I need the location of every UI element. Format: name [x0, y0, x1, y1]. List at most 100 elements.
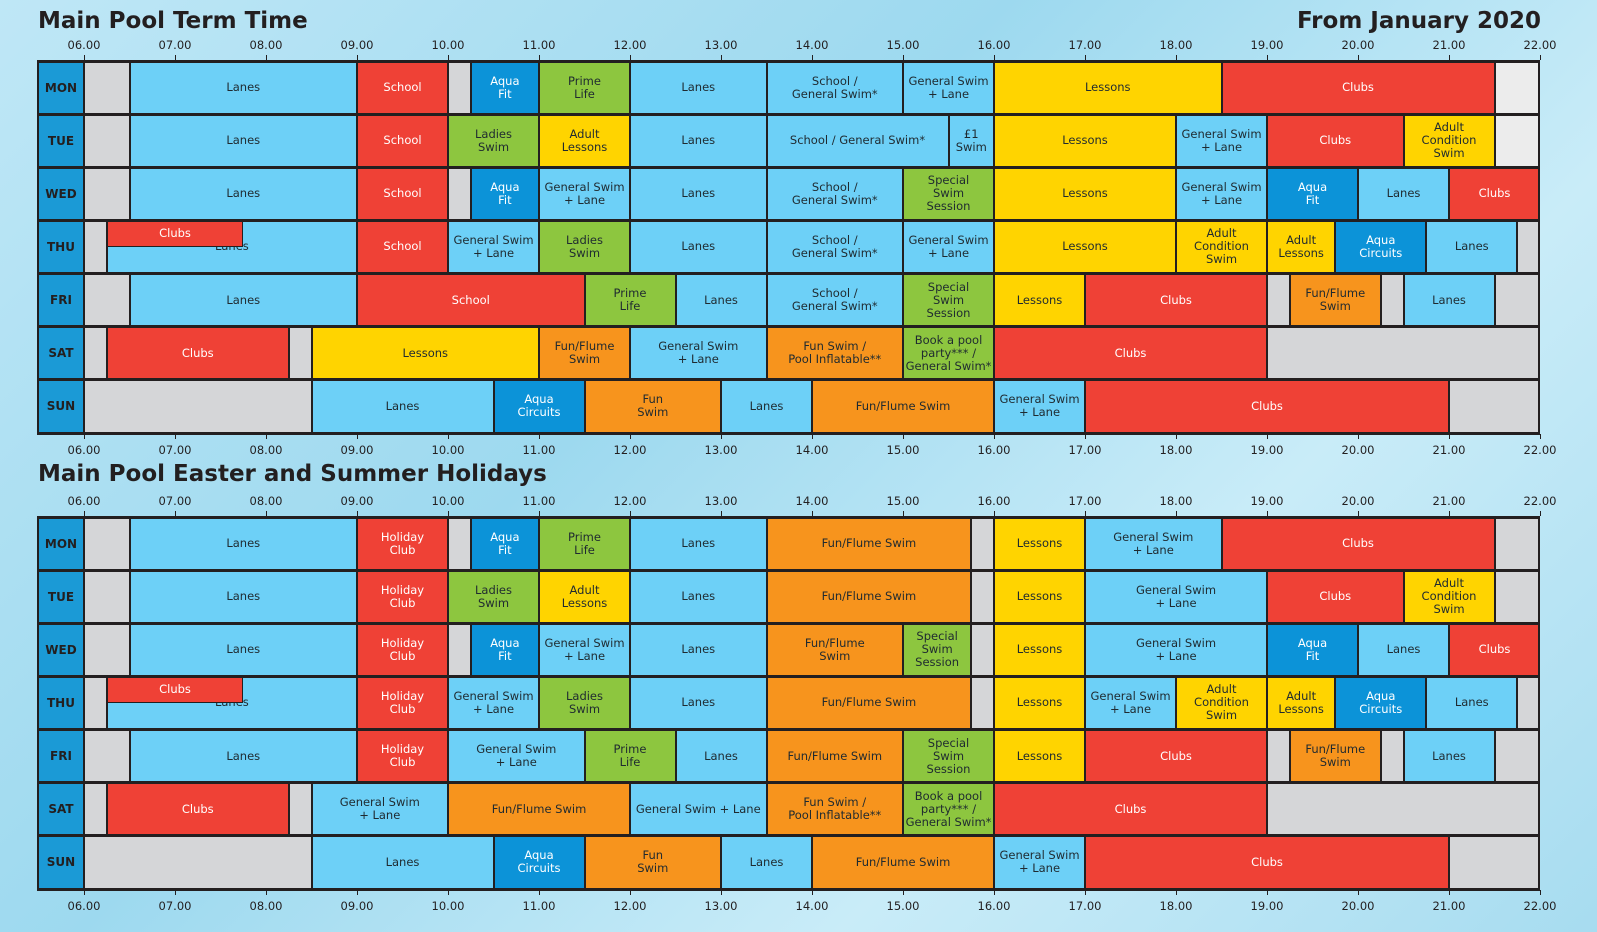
tick-mark [1085, 55, 1086, 60]
session-label: Lessons [1016, 695, 1063, 710]
session-label: School [383, 186, 422, 201]
tick-label: 22.00 [1523, 899, 1557, 913]
session-label: Lessons [1062, 186, 1108, 201]
session-label: School / General Swim* [789, 133, 926, 148]
session-block: Adult Lessons [1267, 676, 1336, 730]
tick-label: 16.00 [977, 494, 1011, 508]
session-label: Prime Life [613, 286, 647, 314]
tick-mark [721, 55, 722, 60]
session-label: Clubs [1160, 748, 1192, 763]
session-block: Lanes [1358, 167, 1449, 221]
tick-label: 08.00 [249, 38, 283, 52]
tick-mark [357, 55, 358, 60]
day-label: WED [38, 167, 84, 221]
session-label: General Swim + Lane [1135, 635, 1217, 663]
session-block: Prime Life [584, 729, 676, 783]
session-label: Fun/Flume Swim [787, 748, 883, 763]
tick-mark [1267, 434, 1268, 439]
session-label: Lanes [1432, 748, 1466, 763]
session-label: Book a pool party*** / General Swim* [905, 332, 992, 373]
session-block: Prime Life [539, 61, 630, 115]
session-block: Clubs [106, 326, 289, 380]
session-block: Prime Life [539, 517, 630, 571]
day-label: SAT [38, 782, 84, 836]
tick-label: 21.00 [1432, 899, 1466, 913]
tick-label: 12.00 [613, 494, 647, 508]
session-block: Clubs [1221, 61, 1495, 115]
tick-mark [539, 434, 540, 439]
session-block: School / General Swim* [766, 114, 949, 168]
session-label: Holiday Club [380, 688, 425, 716]
tick-label: 22.00 [1523, 443, 1557, 457]
row-border [38, 834, 1540, 838]
session-block: Lanes [1426, 220, 1518, 274]
tick-label: 06.00 [67, 443, 101, 457]
tick-mark [1540, 434, 1541, 439]
row-border [38, 621, 1540, 625]
session-block: Holiday Club [357, 517, 448, 571]
session-label: Lanes [385, 854, 420, 869]
session-label: Lanes [681, 695, 716, 710]
session-label: Fun Swim / Pool Inflatable** [788, 339, 882, 367]
table-border [37, 59, 1540, 435]
row-border [38, 272, 1540, 276]
session-block: General Swim + Lane [994, 835, 1085, 889]
session-block: Aqua Fit [1267, 167, 1358, 221]
tick-label: 22.00 [1523, 494, 1557, 508]
session-block [84, 114, 130, 168]
tick-mark [812, 890, 813, 895]
session-label: Lessons [1016, 589, 1063, 604]
tick-mark [84, 511, 85, 516]
tick-label: 20.00 [1341, 899, 1375, 913]
tick-mark [266, 890, 267, 895]
session-label: School / General Swim* [791, 286, 878, 314]
session-block: Clubs [106, 676, 244, 703]
tick-label: 09.00 [340, 494, 374, 508]
session-label: Ladies Swim [474, 126, 512, 154]
session-label: Lanes [681, 642, 716, 657]
session-label: Holiday Club [380, 582, 425, 610]
session-label: School [383, 80, 422, 95]
tick-label: 12.00 [613, 443, 647, 457]
session-label: General Swim + Lane [999, 392, 1080, 420]
session-block: Holiday Club [357, 623, 448, 677]
session-label: General Swim + Lane [908, 232, 989, 260]
tick-label: 19.00 [1250, 494, 1284, 508]
tick-mark [84, 890, 85, 895]
tick-label: 09.00 [340, 899, 374, 913]
session-block: General Swim + Lane [539, 167, 630, 221]
session-label: Lessons [1016, 292, 1063, 307]
session-label: Lanes [749, 398, 784, 413]
session-label: £1 Swim [955, 126, 987, 154]
tick-mark [448, 55, 449, 60]
session-block [84, 835, 312, 889]
tick-mark [721, 511, 722, 516]
session-label: Clubs [1478, 642, 1511, 657]
session-label: School / General Swim* [791, 73, 878, 101]
session-label: School / General Swim* [791, 179, 878, 207]
session-label: Lessons [402, 345, 449, 360]
session-block: Holiday Club [357, 729, 448, 783]
tick-mark [448, 890, 449, 895]
session-label: Lanes [226, 80, 261, 95]
session-block: General Swim + Lane [630, 326, 767, 380]
day-label: MON [38, 517, 84, 571]
tick-mark [1085, 434, 1086, 439]
session-block: Aqua Fit [1267, 623, 1358, 677]
session-label: Lanes [704, 748, 738, 763]
session-block: Adult Lessons [539, 570, 630, 624]
session-block: General Swim + Lane [1176, 167, 1267, 221]
session-label: Aqua Fit [1297, 635, 1328, 663]
session-label: Adult Condition Swim [1194, 226, 1249, 267]
session-block: Lanes [630, 167, 767, 221]
tick-label: 20.00 [1341, 494, 1375, 508]
tick-label: 10.00 [431, 38, 465, 52]
tick-mark [1358, 890, 1359, 895]
session-label: Aqua Fit [490, 73, 520, 101]
session-block: Fun Swim / Pool Inflatable** [766, 326, 903, 380]
session-label: Lanes [704, 292, 738, 307]
session-label: Lessons [1084, 80, 1131, 95]
tick-label: 14.00 [795, 494, 829, 508]
session-label: Lessons [1016, 536, 1063, 551]
session-block: General Swim + Lane [1176, 114, 1267, 168]
